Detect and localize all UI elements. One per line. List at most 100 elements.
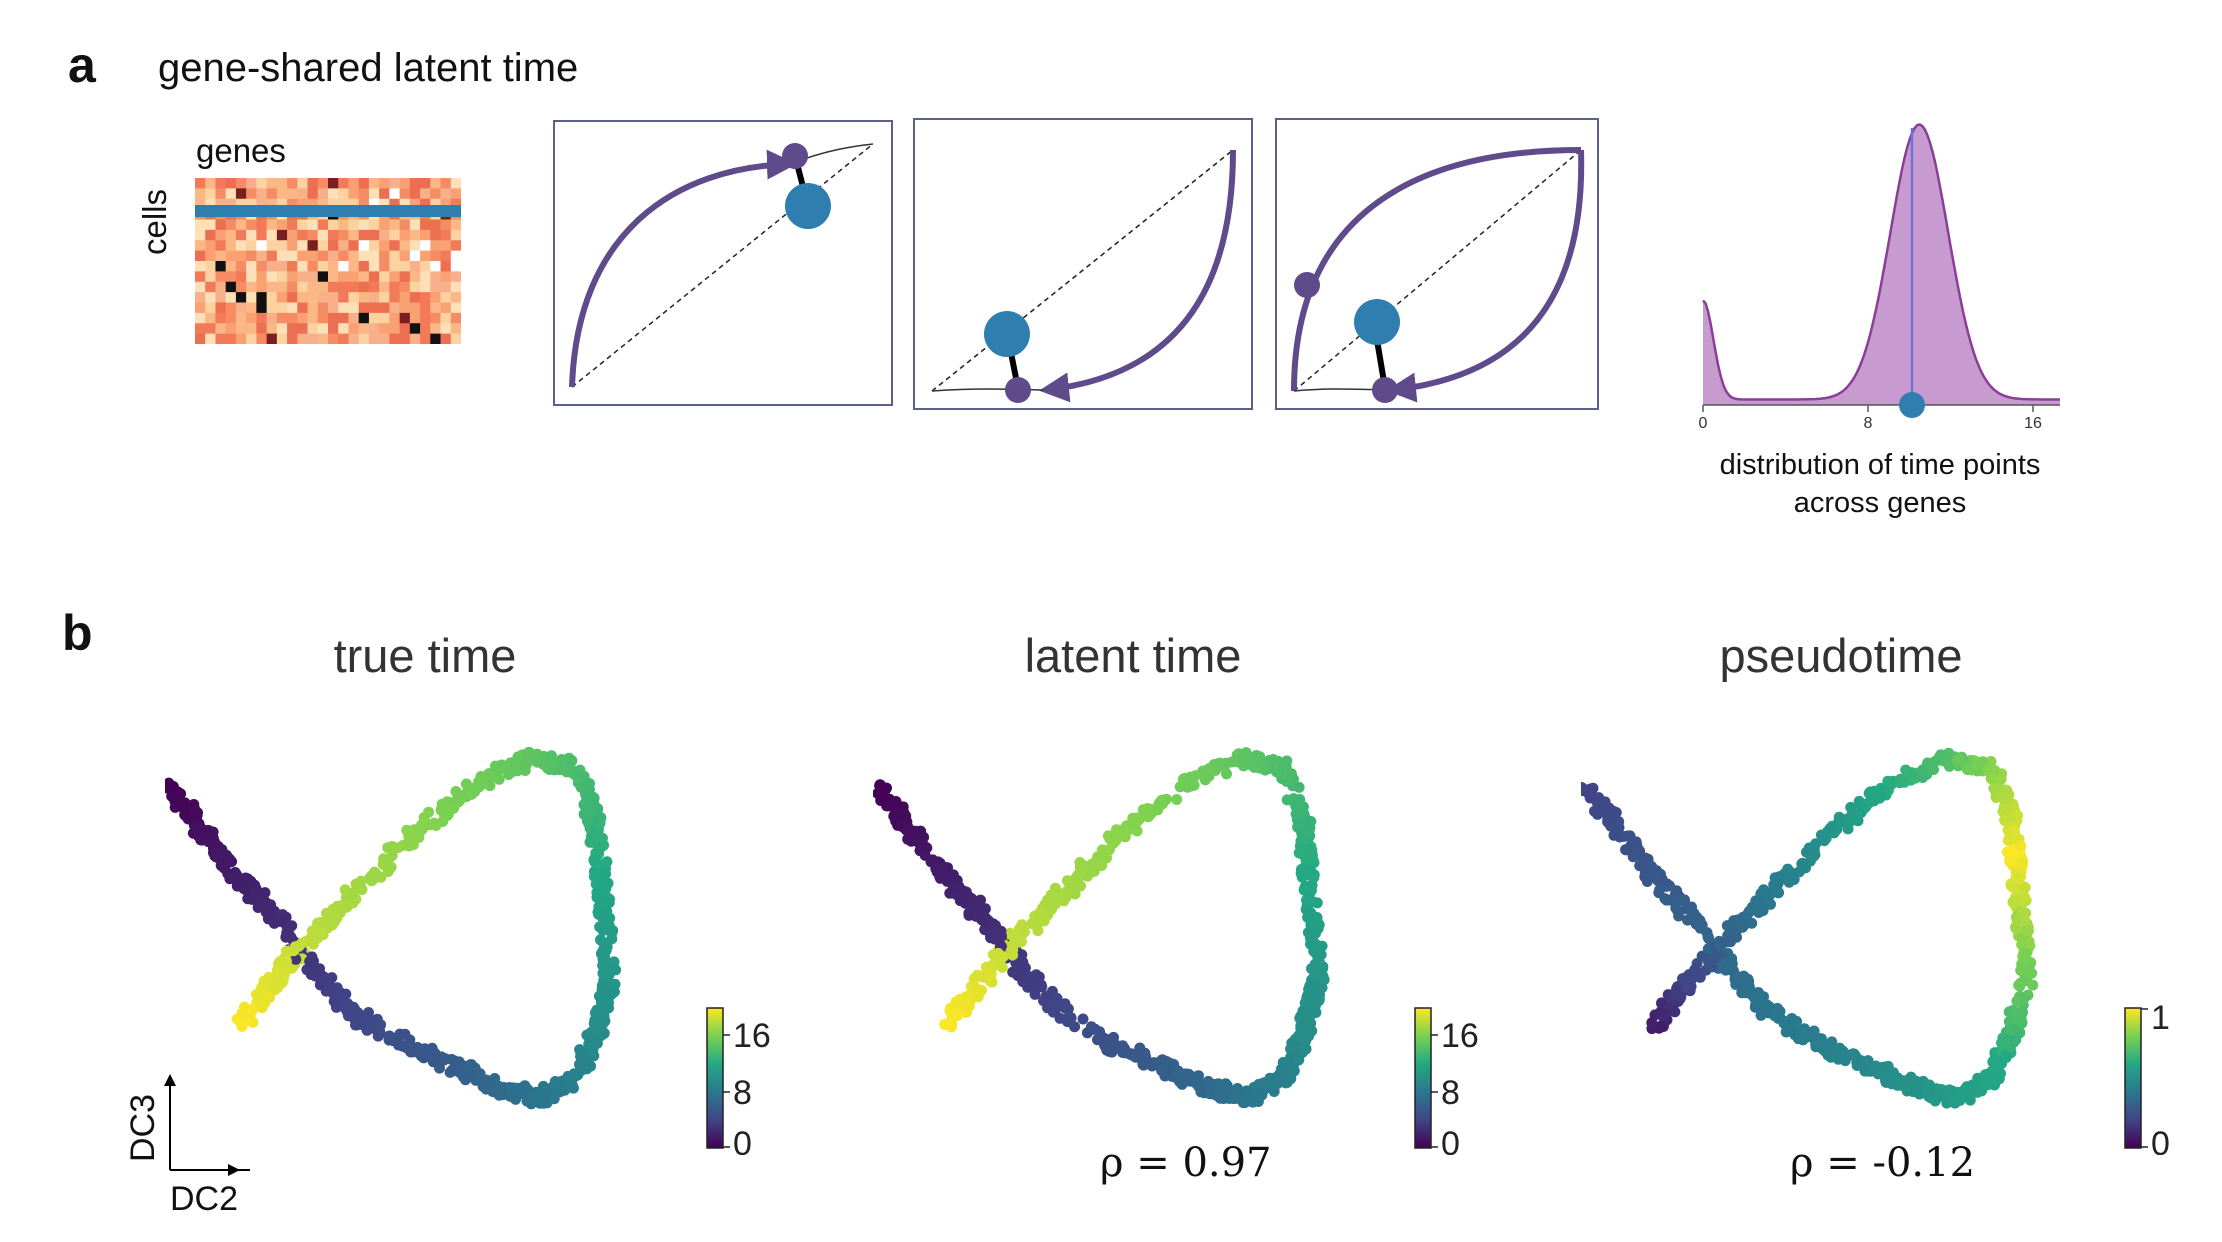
- heatmap-cell: [235, 198, 247, 210]
- cell-point: [259, 887, 271, 899]
- plot-title-latent-time: latent time: [1024, 629, 1242, 682]
- heatmap-cell: [440, 271, 452, 283]
- cell-point: [1655, 1020, 1667, 1032]
- cell-point: [1646, 1017, 1658, 1029]
- cell-point: [209, 850, 221, 862]
- histogram-density-line: [1702, 123, 2060, 401]
- heatmap-cell: [399, 292, 411, 303]
- heatmap-cell: [338, 178, 349, 189]
- cell-point: [964, 892, 976, 903]
- heatmap-cell: [297, 229, 308, 241]
- cell-point: [255, 897, 267, 909]
- observed-cell-point: [984, 311, 1030, 357]
- cell-point: [306, 925, 318, 937]
- projected-time-point: [1372, 377, 1398, 403]
- heatmap-cell: [235, 240, 247, 252]
- embedding-scatter-pseudotime: [1581, 747, 2039, 1109]
- cell-point: [1134, 1052, 1146, 1064]
- cell-point: [2019, 891, 2030, 903]
- cell-point: [2026, 967, 2038, 979]
- cell-point: [2003, 1016, 2015, 1028]
- heatmap-cell: [225, 219, 237, 231]
- heatmap-cell: [440, 240, 452, 252]
- cell-point: [1182, 781, 1193, 793]
- heatmap-cell: [276, 312, 288, 324]
- heatmap-cell: [317, 250, 329, 262]
- heatmap-cell: [389, 271, 401, 283]
- heatmap-cell: [328, 323, 339, 335]
- heatmap-cell: [379, 240, 390, 252]
- heatmap-cell: [450, 333, 461, 344]
- cell-point: [331, 912, 343, 924]
- cell-point: [1250, 750, 1262, 761]
- heatmap-cell: [235, 178, 247, 189]
- heatmap-cell: [430, 250, 441, 262]
- cell-point: [1796, 858, 1808, 870]
- heatmap-cell: [287, 261, 298, 272]
- cell-point: [1295, 805, 1307, 817]
- heatmap-cell: [430, 178, 441, 189]
- heatmap-cell: [246, 250, 257, 262]
- cell-point: [1032, 925, 1044, 937]
- cell-point: [1592, 808, 1603, 820]
- cell-point: [1278, 1075, 1290, 1087]
- heatmap-cell: [225, 323, 237, 335]
- colorbar-tick-0: 0: [733, 1125, 752, 1155]
- heatmap-cell: [256, 240, 268, 252]
- heatmap-cell: [195, 323, 206, 335]
- heatmap-cell: [358, 271, 370, 283]
- cell-point: [990, 920, 1001, 931]
- heatmap-cell: [409, 302, 421, 314]
- cell-point: [1703, 933, 1715, 944]
- heatmap-cell: [409, 219, 421, 231]
- cell-point: [1988, 1074, 2000, 1086]
- cell-point: [1696, 919, 1708, 931]
- heatmap-cell: [215, 229, 227, 241]
- cell-point: [1863, 796, 1875, 808]
- heatmap-cell: [420, 323, 431, 335]
- cell-point: [595, 934, 606, 946]
- heatmap-cell: [389, 312, 401, 324]
- heatmap-cell: [399, 219, 411, 231]
- heatmap-cell: [276, 250, 288, 262]
- cell-point: [2000, 1050, 2012, 1062]
- heatmap-cell: [225, 178, 237, 189]
- heatmap-cell: [225, 198, 237, 210]
- cell-point: [1007, 949, 1019, 961]
- heatmap-cell: [235, 333, 247, 344]
- heatmap-cell: [205, 198, 216, 210]
- heatmap-cell: [276, 302, 288, 314]
- heatmap-cell: [195, 261, 206, 272]
- heatmap-cell: [287, 292, 298, 303]
- heatmap-cell: [307, 302, 319, 314]
- cell-point: [2009, 1006, 2021, 1018]
- heatmap-cell: [307, 271, 319, 283]
- heatmap-cell: [399, 302, 411, 314]
- heatmap-cell: [307, 292, 319, 303]
- cell-point: [1279, 759, 1291, 771]
- heatmap-cell: [246, 323, 257, 335]
- heatmap-cell: [205, 178, 216, 189]
- heatmap-cell: [256, 178, 268, 189]
- cell-point: [2010, 911, 2022, 923]
- heatmap-cell: [399, 312, 411, 324]
- heatmap-cell: [195, 188, 206, 200]
- heatmap-cell: [420, 240, 431, 252]
- cell-point: [1679, 894, 1690, 906]
- cell-point: [1248, 761, 1260, 773]
- heatmap-cell: [317, 281, 329, 293]
- cell-point: [1661, 894, 1673, 906]
- heatmap-cell: [450, 323, 461, 335]
- cell-point: [1651, 870, 1663, 882]
- cell-point: [286, 920, 298, 932]
- cell-point: [892, 819, 904, 831]
- cell-point: [1807, 850, 1819, 862]
- heatmap-cell: [215, 219, 227, 231]
- colorbar-tick-1: 1: [2151, 1005, 2170, 1037]
- heatmap-cell: [256, 198, 268, 210]
- heatmap-cell: [195, 333, 206, 344]
- cell-point: [597, 950, 609, 962]
- heatmap-cell: [297, 198, 308, 210]
- heatmap-cell: [195, 178, 206, 189]
- heatmap-cell: [358, 219, 370, 231]
